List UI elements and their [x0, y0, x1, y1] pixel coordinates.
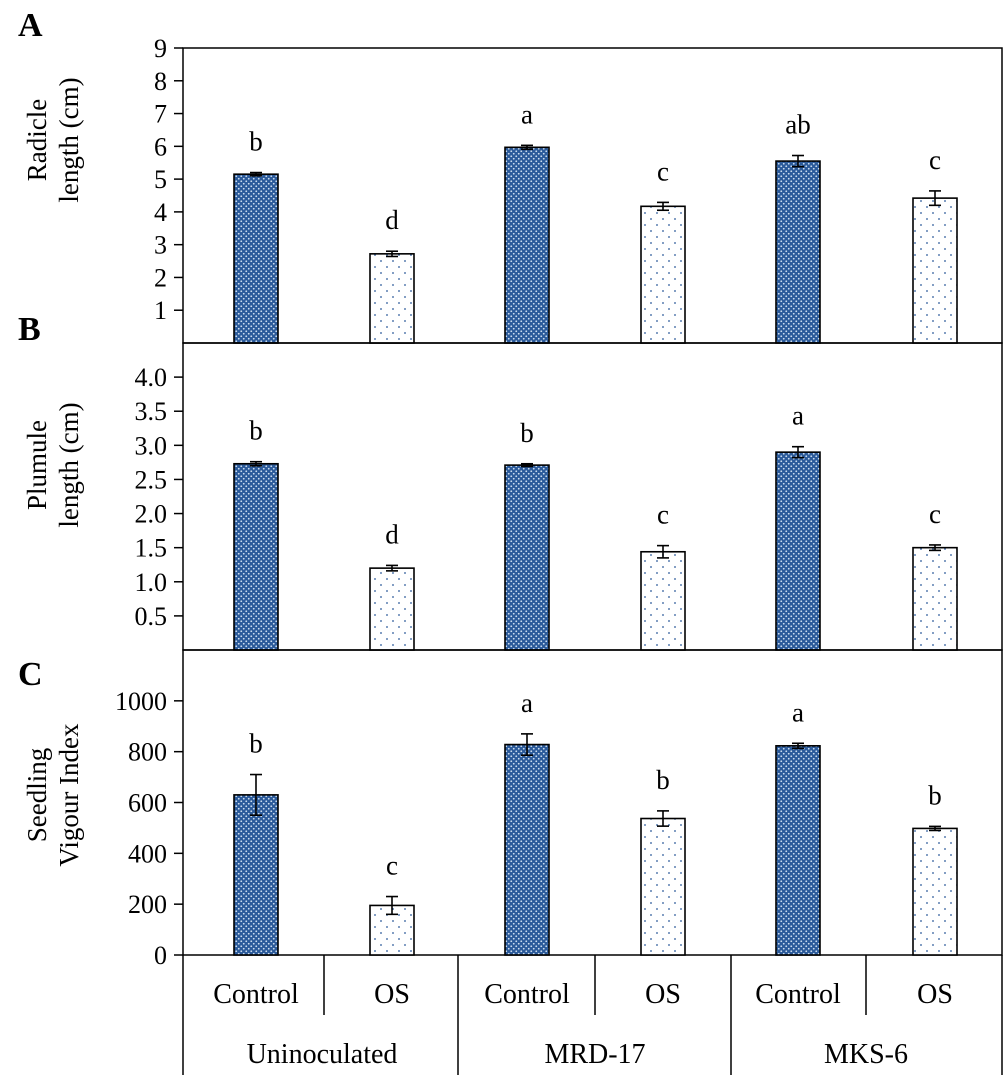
panel-b-bar — [369, 567, 415, 651]
panel-a-bar — [912, 197, 958, 344]
panel-b-ylabel-line: Plumule — [22, 420, 52, 510]
panel-b-significance-letter: b — [249, 416, 263, 446]
panel-c-bar — [233, 794, 279, 956]
panel-c-significance-letter: b — [928, 780, 942, 810]
category-label: OS — [374, 979, 410, 1010]
panel-a-tick-label: 6 — [154, 132, 167, 161]
panel-c-bar — [775, 745, 821, 956]
panel-a-significance-letter: b — [249, 127, 263, 157]
panel-a-tick-label: 4 — [154, 198, 167, 227]
panel-a-tick-label: 8 — [154, 67, 167, 96]
panel-b-bar — [912, 546, 958, 651]
panel-a-tick-label: 3 — [154, 231, 167, 260]
group-label: MRD-17 — [544, 1039, 645, 1070]
panel-a-ylabel-line: length (cm) — [54, 77, 84, 202]
panel-c-ylabel-line: Seedling — [22, 748, 52, 843]
category-label: Control — [755, 979, 841, 1010]
panel-a-tick-label: 7 — [154, 100, 167, 129]
panel-c-bar — [640, 817, 686, 956]
panel-c-significance-letter: b — [656, 765, 670, 795]
panel-c-significance-letter: c — [386, 851, 398, 881]
panel-c-tick-label: 600 — [128, 789, 167, 818]
panel-a-tick-label: 2 — [154, 263, 167, 292]
category-label: OS — [917, 979, 953, 1010]
category-label: OS — [645, 979, 681, 1010]
panel-b-tick-label: 3.0 — [135, 431, 168, 460]
panel-c-tick-label: 0 — [154, 941, 167, 970]
panel-a-significance-letter: d — [385, 205, 399, 235]
panel-b-significance-letter: a — [792, 401, 804, 431]
panel-b-tick-label: 4.0 — [135, 363, 168, 392]
panel-b-tick-label: 1.0 — [135, 568, 168, 597]
panel-a-tick-label: 5 — [154, 165, 167, 194]
panel-a-bar — [775, 160, 821, 344]
panel-b-tick-label: 0.5 — [135, 602, 168, 631]
panel-c-bar — [504, 743, 550, 956]
panel-a-significance-letter: c — [657, 156, 669, 186]
category-label: Control — [213, 979, 299, 1010]
panel-a-significance-letter: ab — [785, 110, 810, 140]
panel-a-significance-letter: c — [929, 145, 941, 175]
panel-b-significance-letter: b — [520, 418, 534, 448]
panel-a-bar — [640, 205, 686, 344]
panel-a-tick-label: 1 — [154, 296, 167, 325]
panel-a-tick-label: 9 — [154, 34, 167, 63]
panel-b-tick-label: 1.5 — [135, 534, 168, 563]
panel-b-tick-label: 2.0 — [135, 500, 168, 529]
panel-b-significance-letter: d — [385, 519, 399, 549]
group-label: Uninoculated — [247, 1039, 398, 1070]
panel-b-ylabel-line: length (cm) — [54, 402, 84, 527]
panel-a-bar — [369, 253, 415, 344]
panel-c-tick-label: 800 — [128, 738, 167, 767]
panel-a-letter: A — [18, 7, 43, 44]
panel-b-letter: B — [18, 311, 41, 348]
panel-a-significance-letter: a — [521, 99, 533, 129]
panel-b-tick-label: 2.5 — [135, 465, 168, 494]
panel-c-significance-letter: a — [792, 697, 804, 727]
panel-c-tick-label: 200 — [128, 890, 167, 919]
panel-c-letter: C — [18, 656, 43, 693]
panel-b-significance-letter: c — [929, 499, 941, 529]
panel-a-ylabel-line: Radicle — [22, 99, 52, 181]
panel-c-tick-label: 1000 — [115, 687, 167, 716]
panel-a-bar — [504, 146, 550, 344]
panel-b-bar — [640, 550, 686, 651]
panel-b-bar — [233, 462, 279, 651]
panel-b-tick-label: 3.5 — [135, 397, 168, 426]
panel-b-significance-letter: c — [657, 500, 669, 530]
category-label: Control — [484, 979, 570, 1010]
panel-b-bar — [504, 464, 550, 651]
panel-a-frame — [182, 47, 1003, 344]
panel-b-frame — [182, 342, 1003, 651]
group-label: MKS-6 — [824, 1039, 908, 1070]
panel-a-bar — [233, 173, 279, 344]
panel-c-frame — [182, 649, 1003, 956]
panel-c-significance-letter: b — [249, 729, 263, 759]
panel-c-significance-letter: a — [521, 688, 533, 718]
panel-c-bar — [912, 827, 958, 956]
panel-c-ylabel-line: Vigour Index — [54, 723, 84, 867]
panel-c-tick-label: 400 — [128, 839, 167, 868]
panel-b-bar — [775, 451, 821, 651]
